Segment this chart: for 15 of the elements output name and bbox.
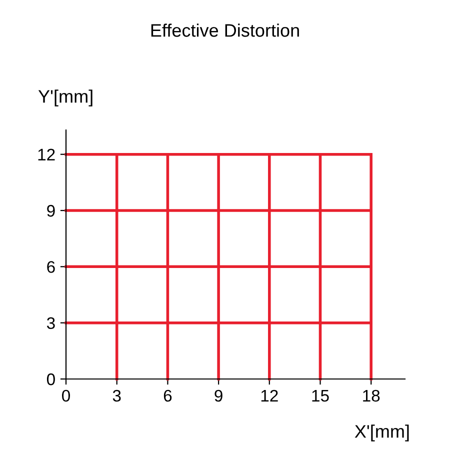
y-tick-label: 0	[46, 373, 55, 386]
x-tick-label: 0	[62, 390, 70, 402]
x-tick-label: 15	[312, 390, 329, 402]
y-tick-label: 9	[47, 204, 55, 217]
x-tick-label: 6	[164, 390, 172, 402]
x-tick-label: 12	[261, 390, 278, 402]
y-tick-label: 6	[47, 261, 55, 273]
y-axis-title: Y'[mm]	[38, 90, 92, 106]
y-tick-label: 3	[46, 317, 55, 330]
x-tick-label: 3	[112, 390, 121, 402]
x-tick-label: 18	[363, 390, 380, 402]
chart-title: Effective Distortion	[151, 24, 299, 37]
x-axis-title: X'[mm]	[354, 424, 409, 442]
x-tick-label: 9	[214, 390, 222, 402]
y-tick-label: 12	[38, 148, 55, 160]
